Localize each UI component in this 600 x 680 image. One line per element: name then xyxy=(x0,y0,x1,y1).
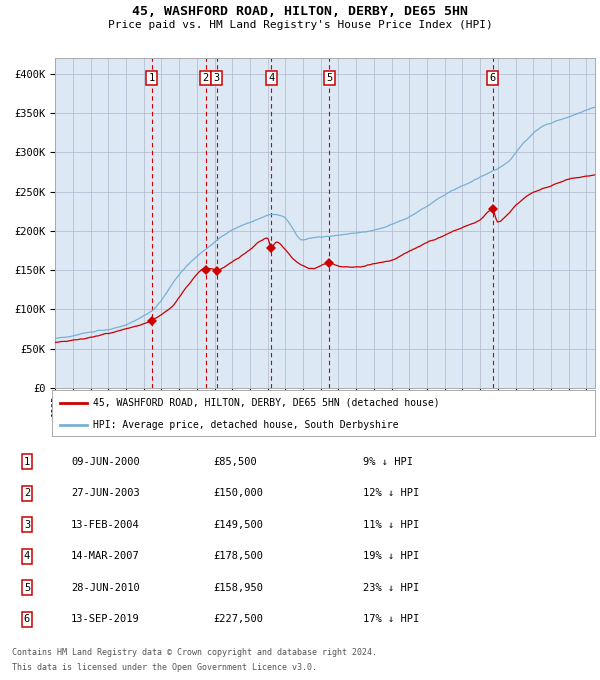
Text: 2: 2 xyxy=(202,73,209,83)
Text: 4: 4 xyxy=(268,73,274,83)
Text: 09-JUN-2000: 09-JUN-2000 xyxy=(71,457,140,466)
Text: 5: 5 xyxy=(24,583,30,593)
Text: 5: 5 xyxy=(326,73,332,83)
Text: 3: 3 xyxy=(214,73,220,83)
Text: 23% ↓ HPI: 23% ↓ HPI xyxy=(363,583,419,593)
Text: 13-SEP-2019: 13-SEP-2019 xyxy=(71,614,140,624)
Text: 45, WASHFORD ROAD, HILTON, DERBY, DE65 5HN (detached house): 45, WASHFORD ROAD, HILTON, DERBY, DE65 5… xyxy=(93,398,440,408)
Text: This data is licensed under the Open Government Licence v3.0.: This data is licensed under the Open Gov… xyxy=(12,663,317,672)
Text: 13-FEB-2004: 13-FEB-2004 xyxy=(71,520,140,530)
Text: Contains HM Land Registry data © Crown copyright and database right 2024.: Contains HM Land Registry data © Crown c… xyxy=(12,648,377,657)
Text: 19% ↓ HPI: 19% ↓ HPI xyxy=(363,551,419,561)
Text: 14-MAR-2007: 14-MAR-2007 xyxy=(71,551,140,561)
Text: 1: 1 xyxy=(24,457,30,466)
Text: 17% ↓ HPI: 17% ↓ HPI xyxy=(363,614,419,624)
Text: 9% ↓ HPI: 9% ↓ HPI xyxy=(363,457,413,466)
Text: £158,950: £158,950 xyxy=(213,583,263,593)
Text: 45, WASHFORD ROAD, HILTON, DERBY, DE65 5HN: 45, WASHFORD ROAD, HILTON, DERBY, DE65 5… xyxy=(132,5,468,18)
Text: 3: 3 xyxy=(24,520,30,530)
Text: 4: 4 xyxy=(24,551,30,561)
Text: 6: 6 xyxy=(24,614,30,624)
Text: 2: 2 xyxy=(24,488,30,498)
Text: £85,500: £85,500 xyxy=(213,457,257,466)
Text: 28-JUN-2010: 28-JUN-2010 xyxy=(71,583,140,593)
Text: £150,000: £150,000 xyxy=(213,488,263,498)
Text: 27-JUN-2003: 27-JUN-2003 xyxy=(71,488,140,498)
Text: 11% ↓ HPI: 11% ↓ HPI xyxy=(363,520,419,530)
Text: £227,500: £227,500 xyxy=(213,614,263,624)
Text: 1: 1 xyxy=(148,73,155,83)
Text: 12% ↓ HPI: 12% ↓ HPI xyxy=(363,488,419,498)
Text: £178,500: £178,500 xyxy=(213,551,263,561)
Text: Price paid vs. HM Land Registry's House Price Index (HPI): Price paid vs. HM Land Registry's House … xyxy=(107,20,493,31)
Text: 6: 6 xyxy=(490,73,496,83)
Text: HPI: Average price, detached house, South Derbyshire: HPI: Average price, detached house, Sout… xyxy=(93,420,398,430)
Text: £149,500: £149,500 xyxy=(213,520,263,530)
